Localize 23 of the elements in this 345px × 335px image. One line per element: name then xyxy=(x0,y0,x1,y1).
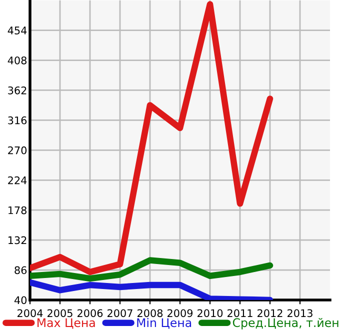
y-tick-label: 454 xyxy=(8,26,27,34)
y-tick-label: 408 xyxy=(8,56,27,64)
y-tick-label: 178 xyxy=(8,206,27,214)
x-tick-label: 2008 xyxy=(138,309,163,318)
x-tick-label: 2012 xyxy=(258,309,282,318)
x-tick-label: 2007 xyxy=(108,309,132,318)
x-tick-label: 2010 xyxy=(198,309,223,318)
x-tick-label: 2005 xyxy=(48,309,72,318)
y-tick-label: 40 xyxy=(14,296,27,304)
y-tick-label: 132 xyxy=(8,236,26,244)
y-tick-label: 86 xyxy=(14,266,27,274)
y-tick-label: 224 xyxy=(8,176,27,184)
y-tick-label: 270 xyxy=(8,146,27,154)
legend-label: Max Цена xyxy=(38,318,95,329)
x-tick-label: 2006 xyxy=(78,309,103,318)
y-tick-label: 316 xyxy=(8,116,27,124)
x-tick-label: 2009 xyxy=(168,309,193,318)
x-tick-label: 2013 xyxy=(288,309,312,318)
y-tick-label: 362 xyxy=(8,86,26,94)
x-tick-label: 2011 xyxy=(228,309,252,318)
x-tick-label: 2004 xyxy=(18,309,43,318)
legend-label: Min Цена xyxy=(137,318,192,329)
legend-label: Сред.Цена, т.йен xyxy=(232,318,338,330)
